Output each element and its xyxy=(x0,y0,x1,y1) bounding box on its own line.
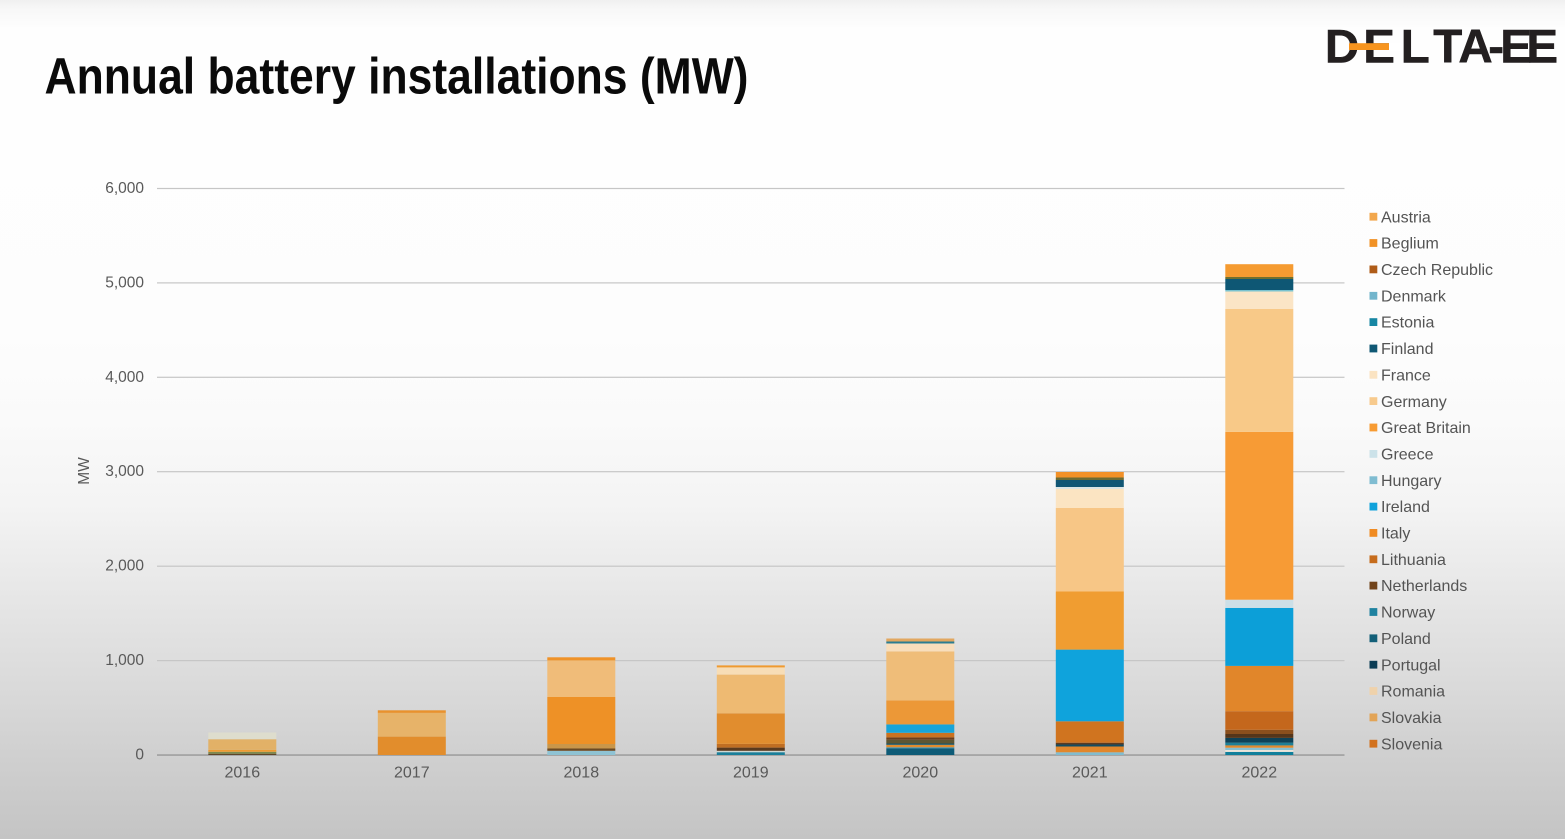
svg-text:2018: 2018 xyxy=(564,765,600,782)
svg-text:0: 0 xyxy=(135,747,144,764)
svg-text:Beglium: Beglium xyxy=(1381,236,1439,253)
svg-text:Italy: Italy xyxy=(1381,526,1410,543)
svg-text:Lithuania: Lithuania xyxy=(1381,552,1446,569)
svg-text:Ireland: Ireland xyxy=(1381,499,1430,516)
svg-text:2016: 2016 xyxy=(225,765,261,782)
svg-text:MW: MW xyxy=(76,457,93,485)
svg-text:France: France xyxy=(1381,367,1431,384)
svg-text:Denmark: Denmark xyxy=(1381,288,1447,305)
svg-text:Norway: Norway xyxy=(1381,605,1435,622)
svg-text:Netherlands: Netherlands xyxy=(1381,578,1467,595)
svg-text:Slovenia: Slovenia xyxy=(1381,736,1442,753)
svg-text:3,000: 3,000 xyxy=(105,463,144,480)
svg-text:Hungary: Hungary xyxy=(1381,473,1441,490)
svg-text:4,000: 4,000 xyxy=(105,369,144,386)
svg-text:Austria: Austria xyxy=(1381,209,1431,226)
svg-text:2022: 2022 xyxy=(1242,765,1278,782)
svg-text:5,000: 5,000 xyxy=(105,274,144,291)
svg-text:6,000: 6,000 xyxy=(105,180,144,197)
svg-text:2,000: 2,000 xyxy=(105,558,144,575)
svg-text:2021: 2021 xyxy=(1072,765,1108,782)
svg-text:Greece: Greece xyxy=(1381,447,1434,464)
svg-text:Romania: Romania xyxy=(1381,684,1445,701)
svg-text:Great Britain: Great Britain xyxy=(1381,420,1471,437)
svg-text:Annual battery installations (: Annual battery installations (MW) xyxy=(45,48,749,105)
svg-text:2020: 2020 xyxy=(903,765,939,782)
svg-text:2019: 2019 xyxy=(733,765,769,782)
svg-text:2017: 2017 xyxy=(394,765,430,782)
svg-text:Germany: Germany xyxy=(1381,394,1447,411)
svg-text:Slovakia: Slovakia xyxy=(1381,710,1442,727)
svg-text:1,000: 1,000 xyxy=(105,652,144,669)
svg-text:Finland: Finland xyxy=(1381,341,1433,358)
svg-text:Estonia: Estonia xyxy=(1381,315,1434,332)
svg-text:Czech Republic: Czech Republic xyxy=(1381,262,1493,279)
svg-text:Portugal: Portugal xyxy=(1381,657,1441,674)
svg-text:Poland: Poland xyxy=(1381,631,1431,648)
